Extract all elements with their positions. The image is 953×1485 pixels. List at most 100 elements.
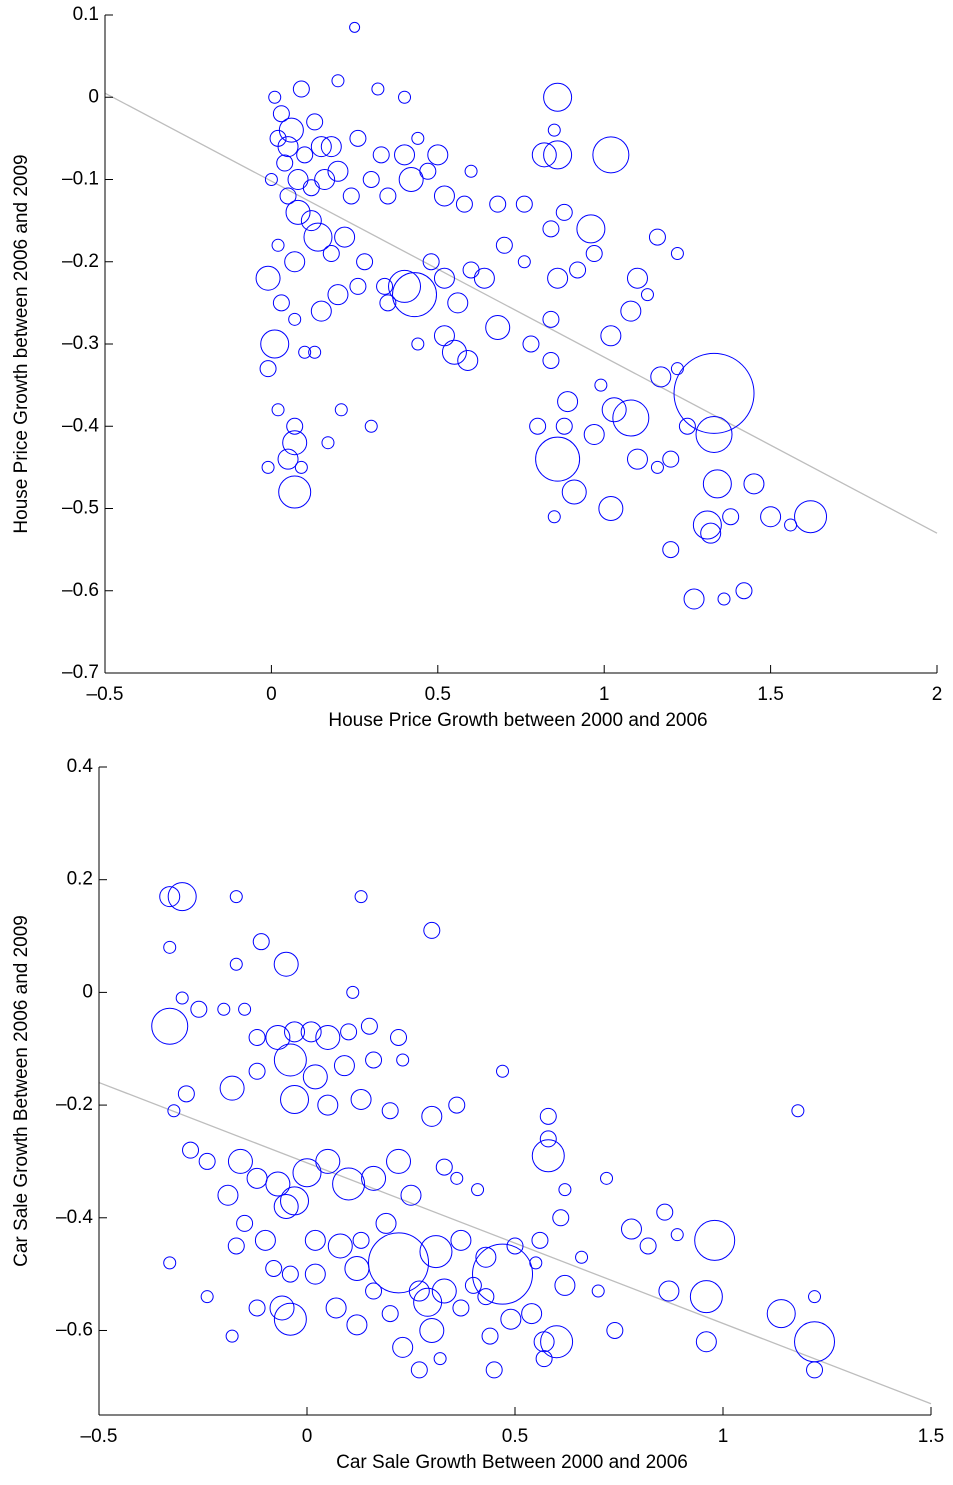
x-tick-label: 0.5 (425, 684, 451, 705)
bubble (481, 1327, 499, 1345)
bubble (473, 267, 495, 289)
bubble (422, 253, 440, 271)
bubble (626, 267, 648, 289)
bubble (554, 1274, 576, 1296)
bubble (268, 90, 282, 104)
bubble (626, 448, 648, 470)
bubble (317, 1094, 339, 1116)
y-tick-label: 0.2 (67, 869, 93, 890)
bubble (375, 1212, 397, 1234)
bubble (639, 1237, 657, 1255)
bubble (431, 1278, 457, 1304)
bubble (794, 500, 828, 534)
bubble (392, 272, 438, 318)
y-tick-label: –0.5 (62, 498, 99, 519)
bubble (271, 403, 285, 417)
bubble (259, 360, 277, 378)
y-tick-label: –0.6 (62, 580, 99, 601)
bubble (376, 277, 394, 295)
bubble (273, 1194, 299, 1220)
bubble (692, 510, 722, 540)
bubble (361, 1165, 387, 1191)
bubble (346, 1314, 368, 1336)
bubble (349, 277, 367, 295)
bubble (229, 890, 243, 904)
bubble (322, 245, 340, 263)
bubble (408, 1280, 430, 1302)
bubble (808, 1290, 822, 1304)
x-tick-label: 0.5 (502, 1426, 528, 1447)
bubble (354, 890, 368, 904)
bubble (700, 522, 722, 544)
bubble (489, 195, 507, 213)
bubble (167, 882, 197, 912)
bubble (650, 366, 672, 388)
y-tick-label: –0.2 (62, 251, 99, 272)
bubble (200, 1290, 214, 1304)
bubble (271, 238, 285, 252)
bubble (658, 1280, 680, 1302)
bubble (455, 195, 473, 213)
bubble (254, 1229, 276, 1251)
bubble (662, 541, 680, 559)
bubble (280, 1186, 310, 1216)
bubble (368, 1232, 430, 1294)
bubble (650, 460, 664, 474)
bubble (314, 169, 336, 190)
bubble (419, 162, 437, 180)
bubble (543, 140, 573, 170)
bubble (246, 1167, 268, 1189)
bubble (300, 210, 322, 232)
bubble (531, 1231, 549, 1249)
bubble (542, 220, 560, 238)
bubble (591, 1284, 605, 1298)
bubble (517, 255, 531, 269)
bubble (296, 146, 314, 164)
bubble (308, 345, 322, 359)
bubble (386, 1148, 412, 1174)
bubble (264, 173, 278, 186)
bubble (561, 479, 587, 505)
bubble (575, 1250, 589, 1264)
bubble (286, 417, 304, 435)
bubble (342, 187, 360, 205)
bubble (320, 136, 342, 158)
bubble (225, 1329, 239, 1343)
x-tick-label: 0 (302, 1426, 313, 1447)
y-tick-label: –0.7 (62, 662, 99, 683)
bubble (594, 378, 608, 392)
x-axis-label: Car Sale Growth Between 2000 and 2006 (336, 1452, 688, 1473)
bubble (304, 1229, 326, 1251)
bubble (410, 1361, 428, 1379)
y-tick-label: 0.1 (73, 4, 99, 25)
bubble (261, 460, 275, 474)
bubble (372, 146, 390, 164)
bubble (292, 1158, 322, 1188)
bubble (522, 335, 540, 353)
bubble (694, 1219, 736, 1261)
y-tick-label: 0.4 (67, 756, 94, 777)
bubble (670, 362, 684, 376)
bubble (365, 1282, 383, 1300)
bubble (198, 1152, 216, 1170)
bubble (315, 1024, 341, 1050)
bubble (388, 269, 422, 303)
bubble (435, 1158, 453, 1176)
bubble (334, 403, 348, 417)
x-tick-label: 1 (599, 684, 610, 705)
bubble (535, 1350, 553, 1368)
bubble (760, 506, 782, 528)
bubble (427, 144, 449, 166)
x-tick-label: 0 (266, 684, 277, 705)
bubble (394, 144, 416, 166)
bubble (540, 1325, 574, 1359)
bubble (288, 312, 302, 326)
bubble (255, 265, 281, 291)
bubble (379, 294, 397, 312)
bubble (273, 1043, 307, 1077)
bubble (791, 1104, 805, 1118)
bubble (452, 1299, 470, 1317)
bubble (331, 74, 345, 88)
chart: 0.4 0.2 0 –0.2 –0.4 –0.6 –0.5 0 0.5 1 1.5 Car Sale … (11, 756, 944, 1473)
bubble (612, 399, 650, 437)
